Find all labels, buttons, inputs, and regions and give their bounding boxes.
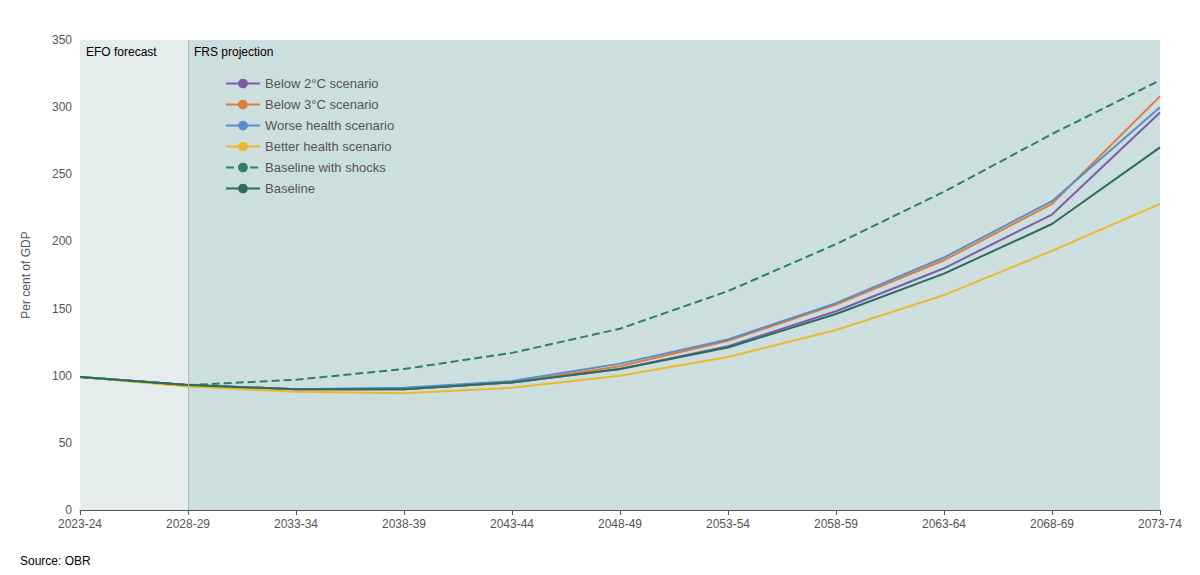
svg-text:250: 250	[52, 167, 72, 181]
svg-text:350: 350	[52, 33, 72, 47]
svg-text:FRS projection: FRS projection	[194, 45, 273, 59]
svg-text:Source: OBR: Source: OBR	[20, 554, 91, 568]
svg-text:Worse health scenario: Worse health scenario	[265, 118, 394, 133]
svg-text:Below 2°C scenario: Below 2°C scenario	[265, 76, 379, 91]
svg-text:2028-29: 2028-29	[166, 517, 210, 531]
svg-text:100: 100	[52, 369, 72, 383]
svg-text:Below 3°C scenario: Below 3°C scenario	[265, 97, 379, 112]
svg-text:50: 50	[59, 436, 73, 450]
svg-text:2053-54: 2053-54	[706, 517, 750, 531]
svg-text:0: 0	[65, 503, 72, 517]
svg-text:2023-24: 2023-24	[58, 517, 102, 531]
svg-text:300: 300	[52, 100, 72, 114]
svg-text:2073-74: 2073-74	[1138, 517, 1182, 531]
svg-text:200: 200	[52, 234, 72, 248]
svg-text:2043-44: 2043-44	[490, 517, 534, 531]
svg-text:Baseline with shocks: Baseline with shocks	[265, 160, 386, 175]
svg-text:2038-39: 2038-39	[382, 517, 426, 531]
svg-text:2048-49: 2048-49	[598, 517, 642, 531]
svg-text:150: 150	[52, 302, 72, 316]
svg-text:Baseline: Baseline	[265, 181, 315, 196]
svg-text:2033-34: 2033-34	[274, 517, 318, 531]
svg-text:Better health scenario: Better health scenario	[265, 139, 391, 154]
svg-text:2068-69: 2068-69	[1030, 517, 1074, 531]
svg-text:EFO forecast: EFO forecast	[86, 45, 157, 59]
svg-text:2058-59: 2058-59	[814, 517, 858, 531]
svg-text:Per cent of GDP: Per cent of GDP	[19, 231, 33, 318]
svg-text:2063-64: 2063-64	[922, 517, 966, 531]
